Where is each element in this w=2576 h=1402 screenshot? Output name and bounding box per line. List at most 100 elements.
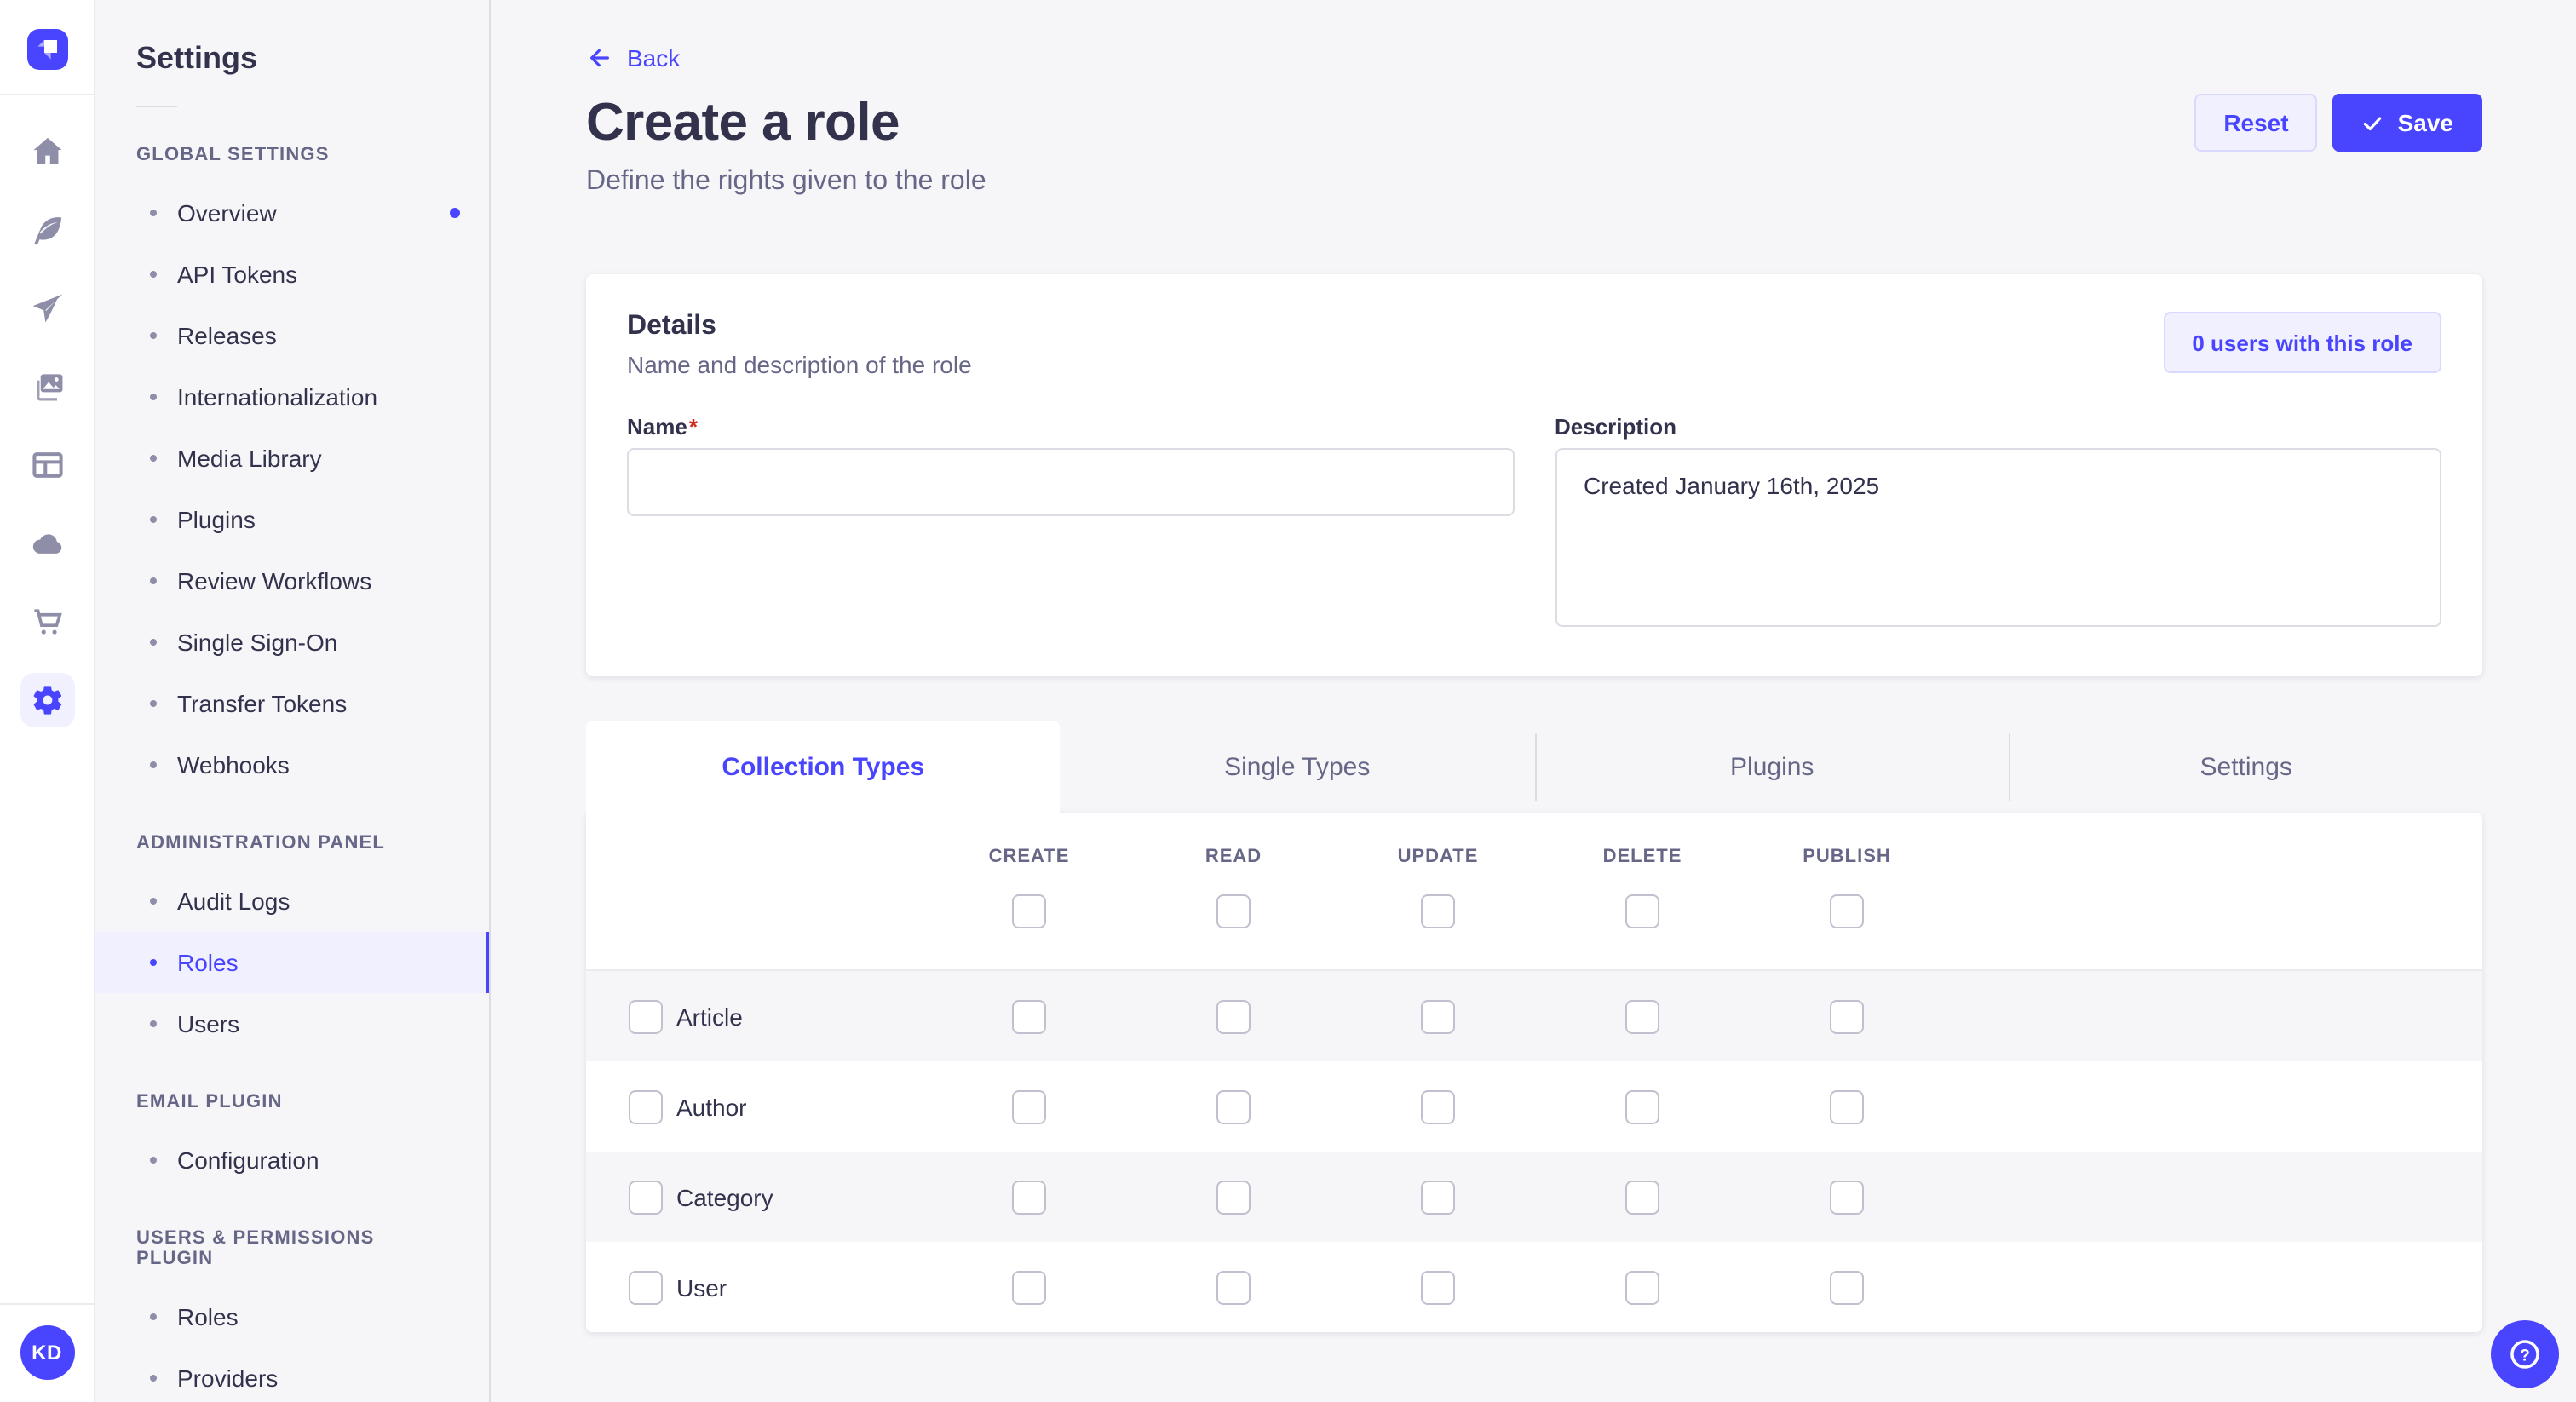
- read-checkbox[interactable]: [1216, 1089, 1251, 1123]
- sidebar-item[interactable]: API Tokens: [95, 244, 489, 305]
- description-textarea[interactable]: Created January 16th, 2025: [1555, 448, 2441, 627]
- create-checkbox[interactable]: [1012, 1089, 1046, 1123]
- select-all-update-checkbox[interactable]: [1421, 894, 1455, 928]
- bullet-icon: [150, 959, 157, 966]
- publish-checkbox[interactable]: [1830, 1089, 1864, 1123]
- select-all-publish-checkbox[interactable]: [1830, 894, 1864, 928]
- arrow-left-icon: [590, 49, 609, 67]
- delete-checkbox[interactable]: [1625, 1089, 1659, 1123]
- user-avatar[interactable]: KD: [20, 1325, 74, 1380]
- sidebar-item[interactable]: Providers: [95, 1347, 489, 1402]
- content-type-label: Article: [676, 1003, 743, 1030]
- sidebar-item[interactable]: Overview: [95, 182, 489, 244]
- bullet-icon: [150, 394, 157, 400]
- help-button[interactable]: ?: [2491, 1320, 2559, 1388]
- read-checkbox[interactable]: [1216, 1270, 1251, 1304]
- sidebar-entry-label: Audit Logs: [177, 888, 290, 915]
- publish-checkbox[interactable]: [1830, 1180, 1864, 1214]
- select-all-delete-checkbox[interactable]: [1625, 894, 1659, 928]
- publish-checkbox[interactable]: [1830, 1270, 1864, 1304]
- sidebar-item[interactable]: Plugins: [95, 489, 489, 550]
- save-button[interactable]: Save: [2332, 94, 2482, 152]
- update-checkbox[interactable]: [1421, 1270, 1455, 1304]
- header-actions: Reset Save: [2194, 94, 2482, 152]
- cart-icon[interactable]: [20, 595, 74, 649]
- reset-button[interactable]: Reset: [2194, 94, 2318, 152]
- read-checkbox[interactable]: [1216, 999, 1251, 1033]
- permission-row: User: [586, 1242, 2482, 1332]
- sidebar-entry-label: Configuration: [177, 1146, 319, 1174]
- sidebar-section-label: Users & Permissions Plugin: [136, 1228, 448, 1269]
- permissions-section: Collection Types Single Types Plugins Setti…: [586, 721, 2482, 1332]
- create-checkbox[interactable]: [1012, 1180, 1046, 1214]
- delete-checkbox[interactable]: [1625, 999, 1659, 1033]
- row-select-checkbox[interactable]: [629, 1270, 663, 1304]
- page-title: Create a role: [586, 92, 900, 152]
- bullet-icon: [150, 700, 157, 707]
- select-all-read-checkbox[interactable]: [1216, 894, 1251, 928]
- layout-icon[interactable]: [20, 438, 74, 492]
- save-label: Save: [2397, 109, 2453, 136]
- delete-checkbox[interactable]: [1625, 1270, 1659, 1304]
- sidebar-title-divider: [136, 106, 177, 107]
- title-row: Create a role Reset Save: [586, 92, 2482, 153]
- sidebar-entry-label: API Tokens: [177, 261, 298, 288]
- update-checkbox[interactable]: [1421, 1180, 1455, 1214]
- create-checkbox[interactable]: [1012, 1270, 1046, 1304]
- permissions-tab[interactable]: Collection Types: [586, 721, 1061, 813]
- sidebar-item[interactable]: Webhooks: [95, 734, 489, 796]
- sidebar-item[interactable]: Roles: [95, 932, 489, 993]
- row-select-checkbox[interactable]: [629, 1089, 663, 1123]
- sidebar-entry-label: Administration Panel: [136, 833, 386, 853]
- row-select-checkbox[interactable]: [629, 999, 663, 1033]
- read-checkbox[interactable]: [1216, 1180, 1251, 1214]
- sidebar-entry-label: Users: [177, 1010, 240, 1037]
- sidebar-item[interactable]: Configuration: [95, 1129, 489, 1191]
- strapi-logo[interactable]: [26, 29, 67, 70]
- publish-checkbox[interactable]: [1830, 999, 1864, 1033]
- update-checkbox[interactable]: [1421, 1089, 1455, 1123]
- send-icon[interactable]: [20, 281, 74, 336]
- content-type-label: Category: [676, 1183, 773, 1210]
- update-checkbox[interactable]: [1421, 999, 1455, 1033]
- permission-column-label: Read: [1205, 847, 1262, 867]
- feather-icon[interactable]: [20, 203, 74, 257]
- sidebar-item[interactable]: Review Workflows: [95, 550, 489, 612]
- settings-icon[interactable]: [20, 673, 74, 727]
- home-icon[interactable]: [20, 124, 74, 179]
- bullet-icon: [150, 1313, 157, 1320]
- media-library-icon[interactable]: [20, 359, 74, 414]
- sidebar-item[interactable]: Roles: [95, 1286, 489, 1347]
- details-card: Details Name and description of the role…: [586, 274, 2482, 676]
- bullet-icon: [150, 577, 157, 584]
- permission-column-label: Update: [1397, 847, 1479, 867]
- sidebar-item[interactable]: Media Library: [95, 428, 489, 489]
- permissions-tab[interactable]: Settings: [2008, 733, 2483, 801]
- sidebar-item[interactable]: Single Sign-On: [95, 612, 489, 673]
- row-select-checkbox[interactable]: [629, 1180, 663, 1214]
- users-with-role-button[interactable]: 0 users with this role: [2163, 312, 2441, 373]
- sidebar-section-label: Email Plugin: [136, 1092, 448, 1112]
- settings-nav: Global Settings Overview API Tokens Rele…: [95, 145, 489, 1402]
- delete-checkbox[interactable]: [1625, 1180, 1659, 1214]
- permissions-tab[interactable]: Plugins: [1534, 733, 2009, 801]
- sidebar-item[interactable]: Audit Logs: [95, 871, 489, 932]
- sidebar-item[interactable]: Releases: [95, 305, 489, 366]
- create-checkbox[interactable]: [1012, 999, 1046, 1033]
- sidebar-section-label: Administration Panel: [136, 833, 448, 853]
- sidebar-entry-label: Email Plugin: [136, 1092, 283, 1112]
- permissions-tab[interactable]: Single Types: [1224, 752, 1371, 781]
- sidebar-item[interactable]: Internationalization: [95, 366, 489, 428]
- bullet-icon: [150, 1157, 157, 1164]
- sidebar-item[interactable]: Users: [95, 993, 489, 1054]
- back-link[interactable]: Back: [586, 44, 680, 72]
- select-all-create-checkbox[interactable]: [1012, 894, 1046, 928]
- permissions-select-all-row: [586, 894, 2482, 969]
- sidebar-item[interactable]: Transfer Tokens: [95, 673, 489, 734]
- back-label: Back: [627, 44, 681, 72]
- sidebar-entry-label: Transfer Tokens: [177, 690, 348, 717]
- sidebar-entry-label: Users & Permissions Plugin: [136, 1228, 375, 1269]
- cloud-icon[interactable]: [20, 516, 74, 571]
- name-input[interactable]: [627, 448, 1514, 516]
